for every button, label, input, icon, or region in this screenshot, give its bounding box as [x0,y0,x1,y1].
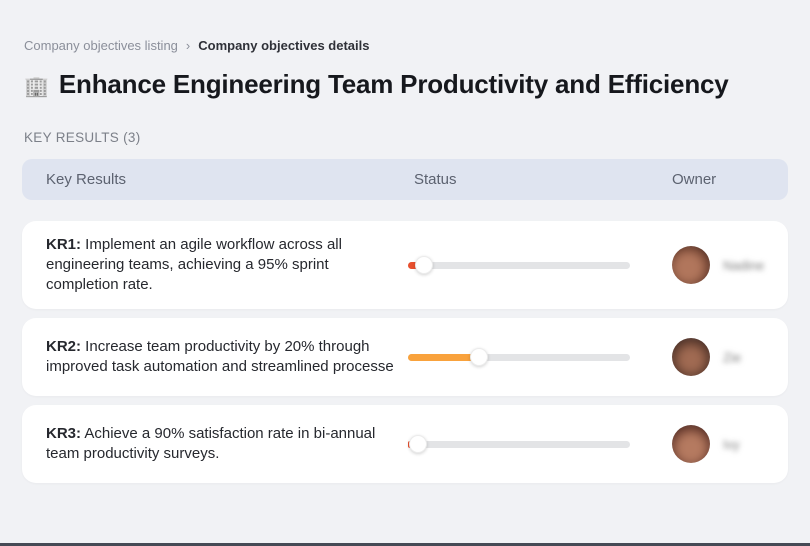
progress-slider[interactable] [408,256,630,274]
progress-track [408,261,630,269]
progress-thumb[interactable] [470,348,489,366]
owner-cell: Nadine [630,246,764,284]
window-bottom-edge [0,543,810,546]
kr-description: KR3: Achieve a 90% satisfaction rate in … [46,425,376,462]
table-row-kr3[interactable]: KR3: Achieve a 90% satisfaction rate in … [22,405,788,483]
avatar [672,425,710,463]
title-row: 🏢 Enhance Engineering Team Productivity … [22,69,788,100]
owner-name: Zie [723,349,742,365]
progress-fill [408,353,480,361]
kr-description: KR1: Implement an agile workflow across … [46,236,342,293]
page-title: Enhance Engineering Team Productivity an… [58,69,729,99]
progress-slider[interactable] [408,435,630,453]
avatar [672,338,710,376]
column-header-owner: Owner [672,171,717,188]
table-row-kr2[interactable]: KR2: Increase team productivity by 20% t… [22,318,788,396]
owner-name: Nadine [723,257,765,273]
owner-name: Ivy [723,436,740,452]
progress-slider[interactable] [408,348,630,366]
office-building-icon: 🏢 [24,75,49,98]
table-row-kr1[interactable]: KR1: Implement an agile workflow across … [22,221,788,309]
avatar [672,246,710,284]
key-results-section-label: KEY RESULTS (3) [24,130,141,145]
progress-thumb[interactable] [409,435,427,453]
progress-thumb[interactable] [414,256,433,274]
breadcrumb-link-listing[interactable]: Company objectives listing [24,38,178,53]
key-results-list: KR1: Implement an agile workflow across … [22,221,788,483]
table-header: Key Results Status Owner [22,159,788,200]
owner-cell: Zie [630,338,764,376]
breadcrumb-current-details: Company objectives details [198,38,370,53]
breadcrumb: Company objectives listing › Company obj… [22,38,788,53]
progress-track [408,440,630,448]
kr-description: KR2: Increase team productivity by 20% t… [46,338,394,375]
owner-cell: Ivy [630,425,764,463]
progress-track [408,353,630,361]
column-header-key-results: Key Results [46,171,127,188]
chevron-right-icon: › [185,38,191,53]
column-header-status: Status [414,171,457,188]
